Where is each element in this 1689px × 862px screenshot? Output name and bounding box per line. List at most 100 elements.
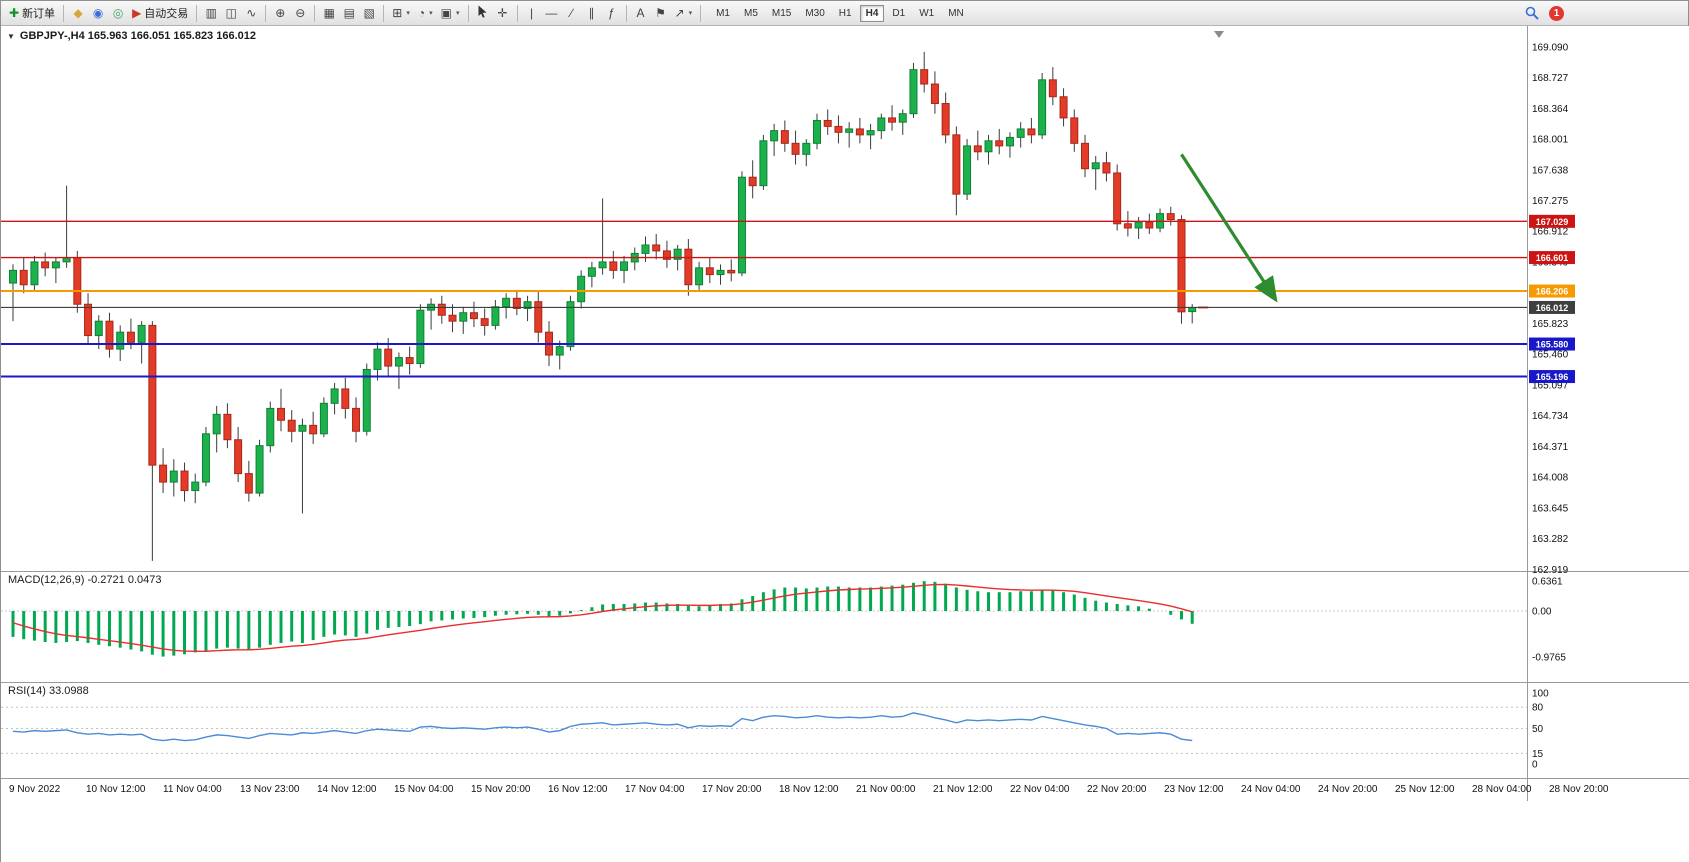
toolbar-separator	[63, 4, 65, 22]
price-axis-label: 168.001	[1532, 135, 1569, 146]
bar-chart-button[interactable]: ▥	[201, 3, 221, 23]
bar-chart-icon: ▥	[205, 6, 217, 20]
arrows-button[interactable]: ↗ ▾	[671, 3, 697, 23]
price-tag-165.196	[1529, 370, 1575, 384]
auto-trading-label: 自动交易	[144, 8, 189, 20]
timeframe-h4-button[interactable]: H4	[859, 4, 885, 22]
time-axis-label: 16 Nov 12:00	[548, 784, 608, 795]
auto-trading-icon: ▶	[132, 6, 142, 20]
templates-button[interactable]: ▣ ▾	[437, 3, 464, 23]
price-axis-label: 164.008	[1532, 473, 1569, 484]
price-tag-167.029	[1529, 214, 1575, 228]
new-chart-button[interactable]: ⊞ ▾	[388, 3, 414, 23]
new-order-label: 新订单	[22, 8, 56, 20]
chart-canvas[interactable]: 169.090 168.727 168.364 168.001 167.638 167.2…	[1, 26, 1689, 862]
timeframe-h1-button[interactable]: H1	[838, 7, 852, 19]
timeframe-m5-button[interactable]: M5	[743, 7, 758, 19]
timeframe-m30-button[interactable]: M30	[805, 7, 825, 19]
data-window-button[interactable]: ◉	[88, 3, 108, 23]
time-axis-label: 9 Nov 2022	[9, 784, 61, 795]
time-axis-label: 15 Nov 20:00	[471, 784, 531, 795]
cursor-button[interactable]	[473, 3, 493, 23]
price-axis-label: 165.097	[1532, 380, 1569, 391]
new-order-button[interactable]: ✚ 新订单	[5, 3, 59, 23]
time-axis-label: 17 Nov 04:00	[625, 784, 685, 795]
price-axis-label: 162.919	[1532, 565, 1569, 576]
new-chart-caret-icon[interactable]: ▾	[406, 10, 410, 17]
price-axis-label: 166.912	[1532, 227, 1569, 238]
chart-area[interactable]: 169.090 168.727 168.364 168.001 167.638 167.2…	[1, 26, 1689, 862]
timeframe-mn-button[interactable]: MN	[948, 7, 964, 19]
macd-axis-label: 0.00	[1532, 607, 1552, 618]
price-axis-label: 164.371	[1532, 442, 1569, 453]
candlestick-chart-icon: ◫	[225, 6, 237, 20]
time-axis-label: 21 Nov 12:00	[933, 784, 993, 795]
fibonacci-button[interactable]: ƒ	[602, 3, 622, 23]
arrange-windows-icon: ▤	[343, 6, 355, 20]
zoom-in-icon: ⊕	[275, 6, 286, 20]
search-button[interactable]	[1521, 3, 1543, 23]
time-axis-label: 25 Nov 12:00	[1395, 784, 1455, 795]
tile-windows-button[interactable]: ▦	[319, 3, 339, 23]
macd-signal-line	[12, 583, 1193, 653]
text-button[interactable]: A	[631, 3, 651, 23]
price-tag-label: 165.196	[1536, 372, 1569, 382]
time-axis-label: 14 Nov 12:00	[317, 784, 377, 795]
rsi-axis-label: 100	[1532, 689, 1549, 700]
search-icon	[1525, 6, 1539, 20]
price-axis-label: 169.090	[1532, 42, 1569, 53]
periods-caret-icon[interactable]: ▾	[429, 10, 433, 17]
arrange-windows-button[interactable]: ▤	[339, 3, 359, 23]
zoom-in-button[interactable]: ⊕	[270, 3, 290, 23]
timeframe-d1-button[interactable]: D1	[892, 7, 906, 19]
timeframe-w1-button[interactable]: W1	[919, 7, 935, 19]
time-axis-label: 28 Nov 20:00	[1549, 784, 1609, 795]
time-axis[interactable]: 9 Nov 2022 10 Nov 12:00 11 Nov 04:00 13 Nov…	[9, 784, 1609, 795]
rsi-line	[12, 712, 1193, 742]
horizontal-line-icon: —	[545, 6, 558, 20]
price-tag-165.580	[1529, 337, 1575, 351]
notification-badge[interactable]: 1	[1549, 5, 1564, 21]
navigator-button[interactable]: ◎	[108, 3, 128, 23]
price-axis-label: 164.734	[1532, 411, 1569, 422]
toolbar: ✚ 新订单 ◆ ◉ ◎ ▶ 自动交易 ▥ ◫ ∿ ⊕ ⊖ ▦ ▤ ▧ ⊞ ▾ ◔ ▾ ▣ ▾ ✛ | — ∕ ∥ ƒ A ⚑ ↗ ▾ M1 M5…	[1, 1, 1688, 26]
market-watch-button[interactable]: ◆	[68, 3, 88, 23]
equidistant-channel-button[interactable]: ∥	[582, 3, 602, 23]
vertical-line-button[interactable]: |	[522, 3, 542, 23]
horizontal-price-lines	[1, 220, 1527, 378]
macd-label: MACD(12,26,9) -0.2721 0.0473	[8, 574, 162, 586]
time-axis-label: 11 Nov 04:00	[163, 784, 222, 795]
price-axis[interactable]: 169.090 168.727 168.364 168.001 167.638 167.2…	[1529, 42, 1575, 576]
candlestick-chart-button[interactable]: ◫	[221, 3, 241, 23]
horizontal-line-button[interactable]: —	[542, 3, 562, 23]
toolbar-separator	[516, 4, 518, 22]
new-order-icon: ✚	[9, 6, 20, 20]
toolbar-right: 1	[1521, 3, 1564, 23]
panel-separators	[1, 26, 1689, 801]
timeframe-toolbar: M1 M5 M15 M30 H1 H4 D1 W1 MN	[709, 4, 971, 22]
templates-caret-icon[interactable]: ▾	[455, 10, 460, 17]
macd-axis-label: -0.9765	[1532, 652, 1566, 663]
text-label-button[interactable]: ⚑	[651, 3, 671, 23]
auto-trading-button[interactable]: ▶ 自动交易	[128, 3, 192, 23]
periods-button[interactable]: ◔ ▾	[414, 3, 437, 23]
toolbar-separator	[467, 4, 469, 22]
chart-shift-marker-icon[interactable]	[1214, 31, 1224, 38]
trendline-button[interactable]: ∕	[562, 3, 582, 23]
rsi-axis-label: 50	[1532, 724, 1544, 735]
one-click-trading-toggle-icon[interactable]: ▼	[7, 31, 15, 41]
time-axis-label: 24 Nov 04:00	[1241, 784, 1301, 795]
timeframe-m1-button[interactable]: M1	[716, 7, 730, 19]
tile-windows-icon: ▦	[323, 6, 335, 20]
cascade-windows-button[interactable]: ▧	[359, 3, 379, 23]
price-axis-label: 167.638	[1532, 165, 1569, 176]
timeframe-m15-button[interactable]: M15	[771, 7, 792, 19]
trend-arrow[interactable]	[1180, 153, 1278, 303]
zoom-out-button[interactable]: ⊖	[290, 3, 310, 23]
time-axis-label: 21 Nov 00:00	[856, 784, 916, 795]
crosshair-button[interactable]: ✛	[493, 3, 513, 23]
crosshair-icon: ✛	[497, 6, 508, 20]
line-chart-button[interactable]: ∿	[241, 3, 261, 23]
price-axis-label: 168.364	[1532, 104, 1569, 115]
arrows-caret-icon[interactable]: ▾	[688, 10, 693, 17]
